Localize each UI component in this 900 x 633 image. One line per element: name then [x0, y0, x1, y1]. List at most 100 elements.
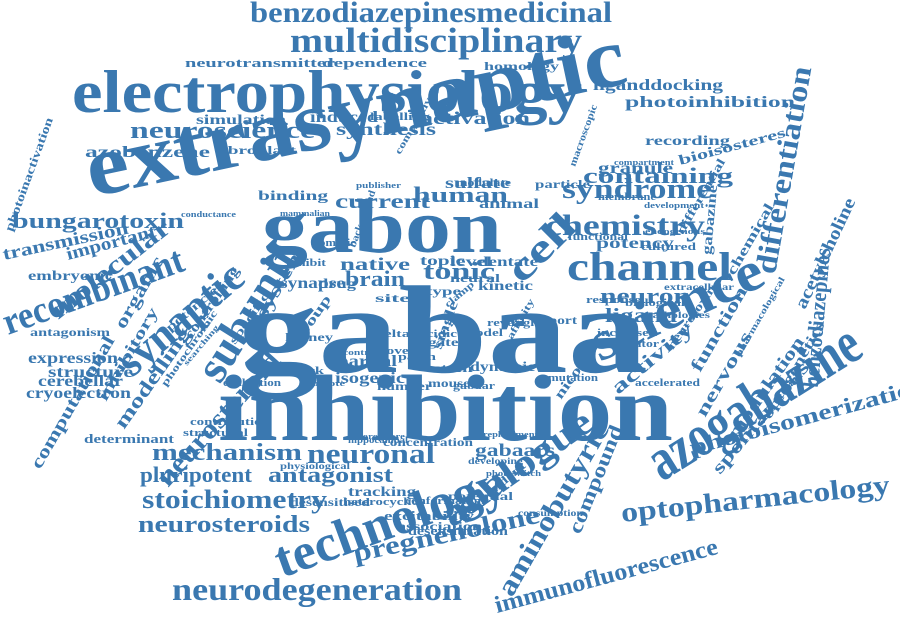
word-dependence: dependence	[322, 55, 427, 70]
word-gabaa: gabaa	[238, 262, 648, 400]
word-photoinhibition: photoinhibition	[625, 94, 795, 111]
word-mutation: mutation	[548, 373, 599, 384]
word-chemistry: chemistry	[545, 209, 705, 242]
word-replacement: replacement	[483, 430, 538, 439]
word-topic: topic	[420, 254, 465, 269]
word-development: development	[644, 201, 704, 210]
word-gabazine: gabazine	[700, 184, 721, 255]
word-mouse: mouse	[428, 376, 471, 390]
word-patch: patch	[398, 352, 437, 363]
word-desensitised: desensitised	[290, 495, 370, 509]
word-compartment: compartment	[614, 158, 674, 167]
word-dentate: dentate	[478, 255, 538, 270]
word-neuronal: neuronal	[307, 439, 435, 470]
word-potential: potential	[448, 489, 514, 503]
word-isogenic: isogenic	[335, 370, 405, 387]
word-synthesis: synthesis	[336, 119, 436, 139]
word-expression: expression	[28, 350, 118, 367]
word-syndrome: syndrome	[562, 174, 712, 205]
word-novel: novel	[378, 346, 413, 357]
word-azobenzene: azobenzene	[85, 144, 210, 161]
word-bungarotoxin: bungarotoxin	[12, 208, 184, 233]
word-granule: granule	[598, 160, 673, 177]
word-brain: brain	[345, 266, 405, 291]
word-neurodegeneration: neurodegeneration	[172, 571, 462, 607]
word-neurotransmitter: neurotransmitter	[185, 55, 335, 70]
word-conformation: conformation	[405, 496, 486, 507]
word-delta: delta	[375, 329, 410, 340]
word-endogenous: endogenous	[645, 227, 705, 236]
word-gabon: gabon	[262, 185, 502, 269]
word-potency: potency	[596, 235, 674, 252]
word-antagonist: antagonist	[268, 462, 394, 487]
word-contribution: contribution	[190, 417, 271, 428]
word-antagonism: antagonism	[30, 325, 110, 339]
word-concentration: concentration	[383, 435, 473, 449]
word-accelerated: accelerated	[635, 378, 701, 389]
word-promote: promote	[300, 379, 346, 388]
word-drug: drug	[318, 277, 356, 292]
word-mammalian: mammalian	[280, 209, 331, 218]
word-gabaar: gabaar	[453, 381, 496, 392]
word-membrane: membrane	[598, 192, 657, 203]
word-stem: stem	[433, 361, 473, 375]
word-developing: developing	[468, 456, 524, 466]
word-neural: neural	[450, 271, 501, 285]
word-native: native	[340, 254, 410, 274]
word-reveal: reveal	[487, 318, 525, 329]
word-inhibition: inhibition	[218, 357, 673, 461]
word-ligand: ligand	[605, 305, 677, 327]
word-association: association	[397, 519, 482, 533]
word-report: report	[535, 313, 577, 327]
word-conductance: conductance	[181, 210, 237, 219]
word-multidisciplinary: multidisciplinary	[290, 21, 583, 60]
word-animal: animal	[479, 197, 539, 212]
word-inhibit: inhibit	[286, 258, 327, 269]
word-hippocampal: hippocampal	[348, 435, 409, 445]
word-increased: increased	[597, 328, 658, 339]
word-fluorophore: fluorophore	[350, 432, 406, 441]
word-liganddocking: liganddocking	[593, 77, 723, 94]
word-somatic: somatic	[314, 238, 357, 249]
word-homology: homology	[484, 59, 559, 73]
word-stoichiometry: stoichiometry	[142, 485, 327, 514]
word-human: human	[413, 182, 508, 207]
word-neurosteroids: neurosteroids	[138, 512, 310, 538]
word-level: level	[450, 255, 492, 270]
word-biological: biological	[625, 298, 685, 309]
word-channel: channel	[567, 244, 732, 289]
word-excitability: excitability	[384, 508, 475, 523]
word-response: response	[586, 295, 642, 306]
word-electrophysiology: electrophysiology	[72, 59, 582, 125]
word-photoswitch: photoswitch	[486, 469, 542, 478]
word-acidic: acidic	[419, 329, 458, 340]
word-site: site	[375, 291, 411, 305]
word-binding: binding	[258, 189, 328, 204]
word-cerebellar: cerebellar	[38, 373, 123, 390]
word-recording: recording	[645, 134, 730, 149]
word-functional: functional	[568, 232, 628, 243]
word-current: current	[335, 191, 430, 213]
word-type: type	[426, 284, 462, 298]
word-kinetic: kinetic	[478, 279, 533, 294]
word-synapse: synapse	[280, 275, 345, 292]
word-tonic: tonic	[423, 259, 495, 285]
word-simulation: simulation	[196, 113, 286, 128]
word-publisher: publisher	[356, 181, 402, 190]
word-neuroscience: neuroscience	[130, 118, 315, 144]
word-gated: gated	[428, 335, 468, 349]
word-desensitisation: desensitisation	[408, 523, 509, 538]
word-embryonic: embryonic	[28, 269, 113, 284]
word-neuron: neuron	[600, 283, 690, 308]
word-tracking: tracking	[348, 485, 416, 500]
word-higher: higher	[511, 318, 552, 329]
word-pluripotent: pluripotent	[140, 462, 253, 487]
word-activation: activation	[420, 108, 530, 128]
word-gabaars: gabaars	[475, 440, 555, 460]
word-control: control	[343, 348, 379, 357]
word-labelling: labelling	[370, 112, 430, 123]
word-modulate: modulate	[456, 178, 512, 189]
word-pathologies: pathologies	[645, 310, 711, 320]
word-cryoelectron: cryoelectron	[26, 385, 131, 402]
